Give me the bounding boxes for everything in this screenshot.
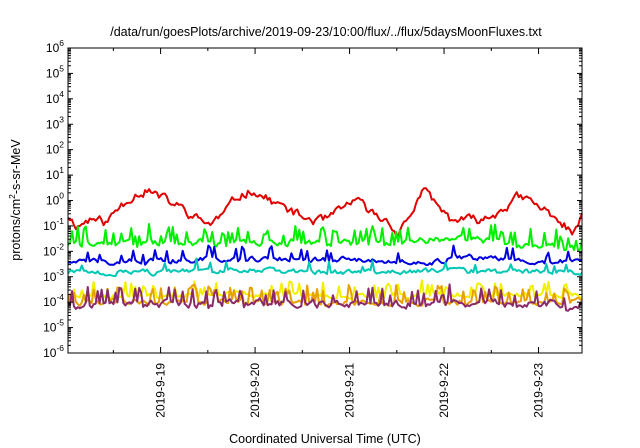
x-tick-label: 2019-9-19 [154,363,168,418]
x-tick-label: 2019-9-20 [248,363,262,418]
y-tick-exp: -1 [56,216,64,226]
x-tick-label: 2019-9-22 [437,363,451,418]
y-tick-label: 10-5 [43,318,64,335]
series-line-2 [67,223,583,252]
y-tick-exp: 3 [59,114,64,124]
series-line-1 [67,187,583,237]
y-tick-label: 10-1 [43,216,64,233]
y-tick-base: 10 [43,219,57,233]
y-tick-label: 102 [46,140,64,157]
y-tick-exp: 4 [59,89,64,99]
y-tick-base: 10 [43,346,57,360]
y-tick-label: 10-2 [43,241,64,258]
y-tick-base: 10 [43,270,57,284]
y-axis-label: protons/cm2-s-sr-MeV [7,139,23,261]
series-line-5 [67,279,583,300]
y-tick-exp: -4 [56,292,64,302]
y-axis-ticks: 10610510410310210110010-110-210-310-410-… [43,38,582,360]
y-tick-base: 10 [43,295,57,309]
y-tick-exp: -6 [56,343,64,353]
y-tick-label: 10-4 [43,292,64,309]
y-tick-label: 106 [46,38,64,55]
y-tick-base: 10 [46,143,60,157]
y-tick-label: 103 [46,114,64,131]
y-axis-label-rest: -s-sr-MeV [9,139,23,195]
series-line-7 [67,283,583,312]
y-tick-exp: 5 [59,63,64,73]
chart-title: /data/run/goesPlots/archive/2019-09-23/1… [110,25,542,39]
y-tick-base: 10 [43,321,57,335]
x-tick-label: 2019-9-23 [532,363,546,418]
y-tick-base: 10 [46,66,60,80]
y-tick-base: 10 [46,117,60,131]
series-line-3 [67,244,583,266]
y-tick-label: 105 [46,63,64,80]
y-tick-exp: 0 [59,191,64,201]
x-axis-ticks: 2019-9-19 2019-9-20 2019-9-21 2019-9-22 2019… [112,48,546,418]
y-tick-exp: 6 [59,38,64,48]
series-line-4 [67,257,583,278]
x-tick-label: 2019-9-21 [343,363,357,418]
x-axis-label: Coordinated Universal Time (UTC) [229,432,421,446]
y-tick-exp: 2 [59,140,64,150]
y-axis-label-sup: 2 [7,194,17,199]
y-tick-exp: -3 [56,267,64,277]
y-tick-label: 10-6 [43,343,64,360]
y-tick-exp: 1 [59,165,64,175]
y-axis-label-base: protons/cm [9,199,23,261]
y-tick-label: 101 [46,165,64,182]
y-tick-label: 104 [46,89,64,106]
y-tick-label: 10-3 [43,267,64,284]
y-tick-exp: -2 [56,241,64,251]
y-tick-base: 10 [46,92,60,106]
y-tick-exp: -5 [56,318,64,328]
y-tick-label: 100 [46,191,64,208]
plot-series [67,187,583,312]
y-tick-base: 10 [46,168,60,182]
y-tick-base: 10 [46,41,60,55]
y-tick-base: 10 [46,194,60,208]
y-tick-base: 10 [43,244,57,258]
